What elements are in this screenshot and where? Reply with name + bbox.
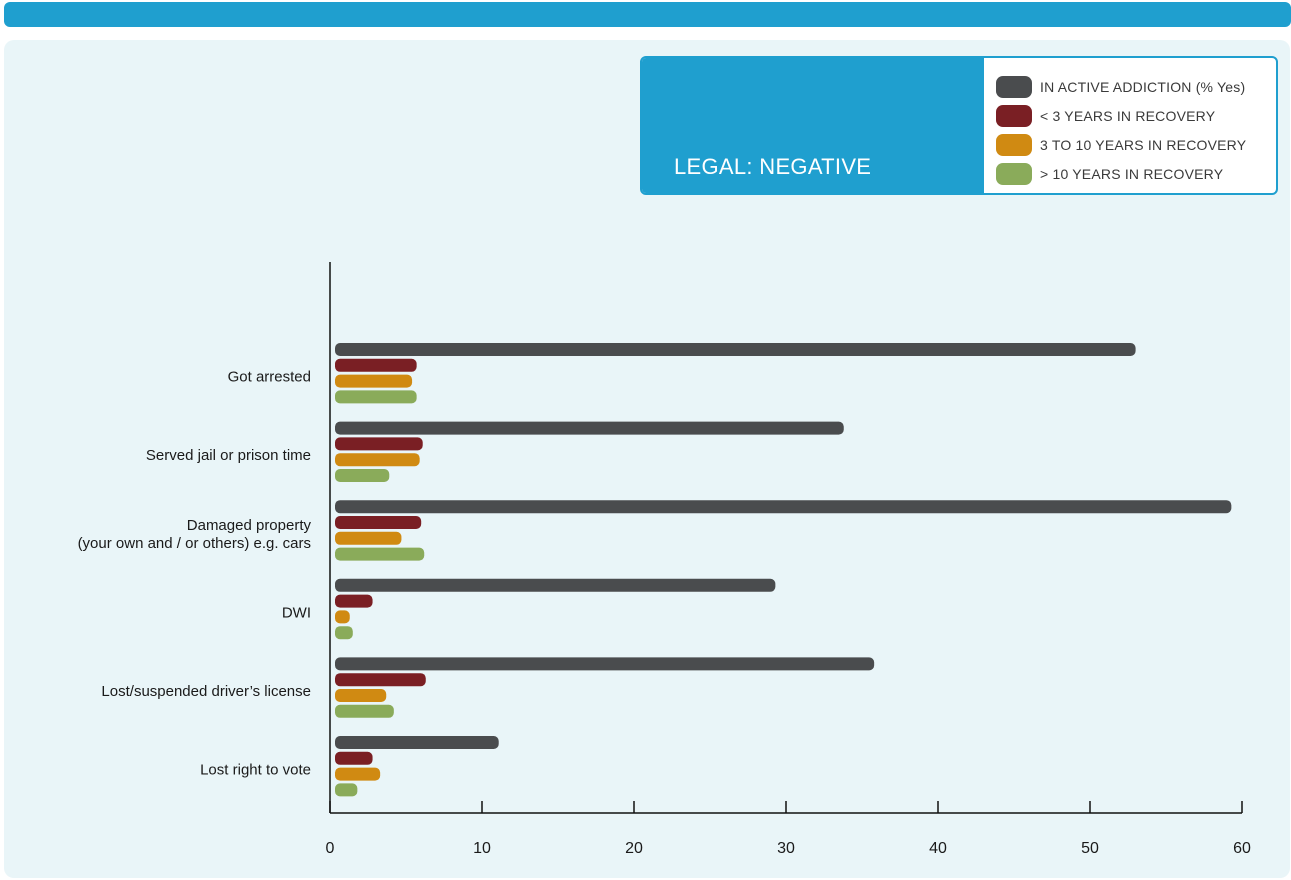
- bar: [335, 767, 381, 781]
- legend-swatch: [996, 104, 1032, 127]
- header-title-area: LEGAL: NEGATIVE: [642, 58, 984, 193]
- x-tick-label: 10: [473, 840, 491, 857]
- bar: [335, 578, 776, 592]
- bar: [335, 421, 844, 435]
- bar: [335, 626, 353, 640]
- legend-item-over-10-years: > 10 YEARS IN RECOVERY: [996, 159, 1246, 188]
- bar: [335, 437, 423, 451]
- bar: [335, 343, 1136, 356]
- legend-label: > 10 YEARS IN RECOVERY: [1040, 165, 1224, 182]
- bar: [335, 358, 417, 372]
- bar: [335, 469, 390, 482]
- x-tick-label: 30: [777, 840, 795, 857]
- category-label: Got arrested: [228, 369, 311, 386]
- category-label-line: (your own and / or others) e.g. cars: [78, 535, 311, 552]
- legend-item-under-3-years: < 3 YEARS IN RECOVERY: [996, 101, 1246, 130]
- category-label-line: Lost right to vote: [200, 762, 311, 779]
- category-label: Lost/suspended driver’s license: [101, 683, 311, 700]
- category-label: Damaged property (your own and / or other…: [78, 517, 312, 552]
- chart-title: LEGAL: NEGATIVE: [674, 154, 872, 179]
- category-label-line: Damaged property: [187, 517, 312, 534]
- x-tick-label: 50: [1081, 840, 1099, 857]
- legend-label: 3 TO 10 YEARS IN RECOVERY: [1040, 136, 1247, 153]
- bar: [335, 500, 1232, 514]
- chart-legend: IN ACTIVE ADDICTION (% Yes) < 3 YEARS IN…: [996, 72, 1246, 188]
- bar: [335, 736, 499, 749]
- legend-item-3-to-10-years: 3 TO 10 YEARS IN RECOVERY: [996, 130, 1246, 159]
- x-tick-label: 20: [625, 840, 643, 857]
- category-label: Lost right to vote: [200, 762, 311, 779]
- category-label-line: Got arrested: [228, 369, 311, 386]
- bar: [335, 374, 413, 388]
- category-label: DWI: [282, 604, 311, 621]
- bar: [335, 610, 350, 624]
- category-label-line: Served jail or prison time: [146, 447, 311, 464]
- x-tick-label: 60: [1233, 840, 1251, 857]
- bar: [335, 783, 358, 797]
- bar: [335, 390, 417, 404]
- category-label-line: DWI: [282, 604, 311, 621]
- bar: [335, 453, 420, 467]
- legend-label: < 3 YEARS IN RECOVERY: [1040, 107, 1216, 124]
- bar: [335, 689, 387, 702]
- x-tick-label: 40: [929, 840, 947, 857]
- legend-swatch: [996, 133, 1032, 156]
- top-accent-bar: [4, 2, 1291, 27]
- bar: [335, 531, 402, 545]
- category-label: Served jail or prison time: [146, 447, 311, 464]
- category-label-line: Lost/suspended driver’s license: [101, 683, 311, 700]
- bar: [335, 704, 394, 718]
- legend-swatch: [996, 162, 1032, 185]
- x-tick-label: 0: [326, 840, 335, 857]
- legend-swatch: [996, 75, 1032, 98]
- bar: [335, 594, 373, 608]
- bar: [335, 547, 425, 561]
- legend-label: IN ACTIVE ADDICTION (% Yes): [1040, 78, 1246, 95]
- chart-header: LEGAL: NEGATIVE: [640, 56, 1278, 195]
- bar: [335, 657, 875, 671]
- bar: [335, 516, 422, 529]
- bar: [335, 673, 426, 687]
- bar: [335, 751, 373, 765]
- legend-item-active-addiction: IN ACTIVE ADDICTION (% Yes): [996, 72, 1246, 101]
